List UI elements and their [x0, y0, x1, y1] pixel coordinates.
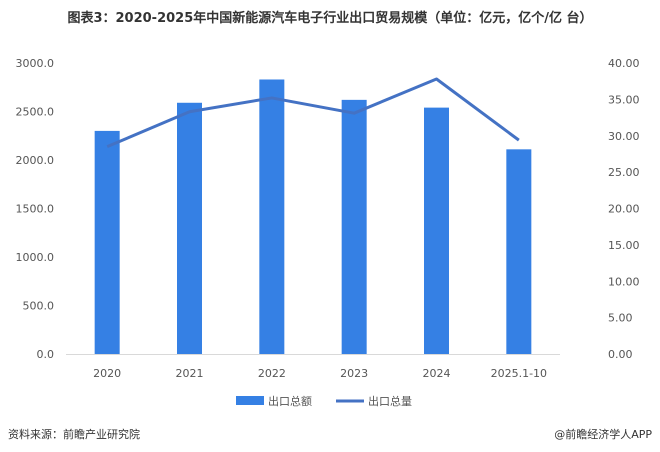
- bar-2022: [259, 79, 285, 355]
- bar-2024: [424, 107, 449, 355]
- left-tick-label: 0.0: [37, 348, 55, 361]
- left-tick-label: 2500.0: [16, 106, 55, 119]
- x-tick-label: 2021: [176, 367, 204, 380]
- right-tick-label: 30.00: [608, 130, 640, 143]
- right-tick-label: 40.00: [608, 57, 640, 70]
- x-tick-label: 2024: [423, 367, 451, 380]
- left-tick-label: 500.0: [23, 300, 55, 313]
- right-tick-label: 20.00: [608, 203, 640, 216]
- x-tick-label: 2020: [93, 367, 121, 380]
- x-tick-label: 2022: [258, 367, 286, 380]
- source-note: 资料来源：前瞻产业研究院: [8, 428, 140, 441]
- right-tick-label: 0.00: [608, 348, 633, 361]
- bar-2021: [177, 102, 202, 355]
- right-tick-label: 35.00: [608, 93, 640, 106]
- bar-2020: [94, 130, 120, 354]
- legend-bar-label: 出口总额: [268, 394, 312, 408]
- right-tick-label: 10.00: [608, 275, 640, 288]
- right-tick-label: 25.00: [608, 166, 640, 179]
- x-tick-label: 2025.1-10: [491, 367, 547, 380]
- line-series: [106, 77, 520, 149]
- chart-title: 图表3：2020-2025年中国新能源汽车电子行业出口贸易规模（单位：亿元，亿个…: [67, 11, 593, 26]
- legend-bar-swatch: [236, 396, 264, 405]
- left-tick-label: 2000.0: [16, 154, 55, 167]
- right-tick-label: 5.00: [608, 312, 633, 325]
- right-tick-label: 15.00: [608, 239, 640, 252]
- left-tick-label: 3000.0: [16, 57, 55, 70]
- x-tick-label: 2023: [340, 367, 368, 380]
- bar-2023: [341, 99, 367, 354]
- brand-note: @前瞻经济学人APP: [554, 428, 652, 441]
- legend-line-label: 出口总量: [368, 394, 412, 408]
- left-tick-label: 1500.0: [16, 203, 55, 216]
- left-tick-label: 1000.0: [16, 251, 55, 264]
- bar-2025.1-10: [506, 149, 532, 354]
